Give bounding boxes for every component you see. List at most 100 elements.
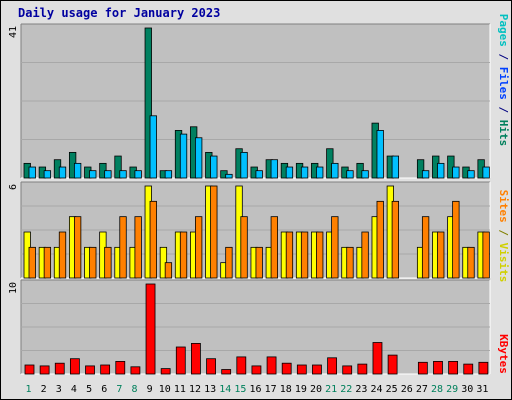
kbytes-legend: KBytes bbox=[497, 334, 510, 374]
kbytes-bar-kbytes-day-9 bbox=[145, 283, 156, 375]
visits-bar-sites-day-31 bbox=[482, 231, 490, 279]
hits-bar-files-day-14 bbox=[225, 173, 233, 179]
hits-bar-files-day-23 bbox=[361, 170, 369, 179]
hits-bar-files-day-25 bbox=[391, 155, 399, 179]
legend-hits: Hits bbox=[497, 120, 510, 147]
visits-bar-sites-day-29 bbox=[452, 200, 460, 279]
hits-bar-files-day-5 bbox=[89, 170, 97, 179]
kbytes-bar-kbytes-day-6 bbox=[100, 364, 111, 375]
x-tick-label-18: 18 bbox=[280, 384, 292, 395]
kbytes-bar-kbytes-day-28 bbox=[433, 360, 443, 375]
kbytes-bar-kbytes-day-8 bbox=[130, 366, 141, 375]
x-tick-label-31: 31 bbox=[476, 384, 488, 395]
hits-bar-files-day-20 bbox=[316, 166, 324, 179]
visits-bar-sites-day-3 bbox=[58, 231, 67, 279]
x-tick-label-13: 13 bbox=[204, 384, 216, 395]
kbytes-bar-kbytes-day-12 bbox=[191, 342, 201, 375]
visits-bar-sites-day-16 bbox=[255, 246, 263, 279]
kbytes-bar-kbytes-day-13 bbox=[206, 358, 216, 375]
x-tick-label-21: 21 bbox=[325, 384, 337, 395]
hits-bar-files-day-21 bbox=[331, 162, 339, 179]
visits-bar-sites-day-15 bbox=[240, 216, 248, 279]
visits-bar-sites-day-20 bbox=[316, 231, 324, 279]
x-tick-label-10: 10 bbox=[159, 384, 171, 395]
x-tick-label-24: 24 bbox=[371, 384, 383, 395]
legend-sep: / bbox=[497, 47, 510, 67]
visits-bar-sites-day-13 bbox=[210, 185, 218, 279]
hits-bar-files-day-29 bbox=[452, 166, 460, 179]
hits-bar-files-day-18 bbox=[285, 166, 294, 179]
legend-files: Files bbox=[497, 67, 510, 100]
x-tick-label-11: 11 bbox=[174, 384, 186, 395]
visits-bar-sites-day-17 bbox=[270, 216, 278, 279]
x-tick-label-15: 15 bbox=[234, 384, 246, 395]
legend-sites: Sites bbox=[497, 190, 510, 223]
kbytes-bar-kbytes-day-14 bbox=[221, 369, 232, 375]
visits-bar-sites-day-30 bbox=[467, 246, 475, 279]
x-tick-label-17: 17 bbox=[265, 384, 277, 395]
hits-bar-files-day-8 bbox=[134, 170, 142, 179]
visits-legend: Sites / Visits bbox=[497, 190, 510, 283]
visits-bar-sites-day-23 bbox=[361, 231, 369, 279]
hits-bar-files-day-4 bbox=[73, 162, 82, 179]
kbytes-bar-kbytes-day-15 bbox=[236, 356, 247, 375]
kbytes-bar-kbytes-day-20 bbox=[312, 364, 322, 375]
hits-bar-files-day-6 bbox=[104, 170, 112, 179]
kbytes-bar-kbytes-day-25 bbox=[387, 354, 398, 375]
x-tick-label-20: 20 bbox=[310, 384, 322, 395]
kbytes-bar-kbytes-day-22 bbox=[342, 365, 353, 375]
kbytes-bar-kbytes-day-21 bbox=[327, 357, 337, 375]
visits-bar-sites-day-14 bbox=[225, 246, 233, 279]
hits-bar-hits-day-9 bbox=[144, 27, 152, 179]
visits-bar-sites-day-28 bbox=[437, 231, 445, 279]
kbytes-bar-kbytes-day-16 bbox=[251, 365, 262, 375]
hits-bar-files-day-31 bbox=[482, 166, 490, 179]
kbytes-bar-kbytes-day-2 bbox=[39, 365, 50, 375]
x-tick-label-27: 27 bbox=[416, 384, 428, 395]
x-tick-label-26: 26 bbox=[401, 384, 413, 395]
hits-bar-files-day-17 bbox=[270, 159, 278, 179]
visits-bar-sites-day-10 bbox=[164, 262, 173, 279]
visits-bar-sites-day-27 bbox=[421, 216, 430, 279]
kbytes-bar-kbytes-day-24 bbox=[372, 342, 383, 375]
hits-legend: Pages / Files / Hits bbox=[497, 14, 510, 147]
x-tick-label-16: 16 bbox=[249, 384, 261, 395]
kbytes-bar-kbytes-day-27 bbox=[417, 361, 428, 375]
visits-bar-sites-day-4 bbox=[73, 216, 82, 279]
hits-bar-files-day-10 bbox=[164, 170, 173, 179]
visits-bar-sites-day-22 bbox=[346, 246, 354, 279]
visits-bar-sites-day-9 bbox=[149, 200, 157, 279]
legend-visits: Visits bbox=[497, 243, 510, 283]
visits-bar-sites-day-12 bbox=[195, 216, 203, 279]
chart-title: Daily usage for January 2023 bbox=[18, 6, 221, 20]
hits-bar-files-day-2 bbox=[43, 170, 52, 179]
legend-sep: / bbox=[497, 100, 510, 120]
kbytes-bar-kbytes-day-5 bbox=[85, 365, 95, 375]
visits-bar-sites-day-25 bbox=[391, 200, 399, 279]
x-tick-label-28: 28 bbox=[431, 384, 443, 395]
kbytes-bar-kbytes-day-18 bbox=[281, 362, 292, 375]
x-tick-label-5: 5 bbox=[86, 384, 92, 395]
kbytes-bar-kbytes-day-30 bbox=[463, 363, 474, 375]
x-tick-label-1: 1 bbox=[26, 384, 32, 395]
kbytes-bar-kbytes-day-7 bbox=[115, 360, 126, 375]
hits-bar-files-day-27 bbox=[421, 170, 430, 179]
x-tick-label-6: 6 bbox=[101, 384, 107, 395]
kbytes-bar-kbytes-day-23 bbox=[357, 363, 368, 375]
hits-bar-files-day-19 bbox=[300, 166, 309, 179]
hits-bar-hits-day-27 bbox=[416, 159, 425, 179]
x-tick-label-29: 29 bbox=[446, 384, 458, 395]
hits-bar-files-day-22 bbox=[346, 170, 354, 179]
x-tick-label-14: 14 bbox=[219, 384, 231, 395]
hits-bar-files-day-7 bbox=[119, 170, 127, 179]
x-tick-label-19: 19 bbox=[295, 384, 307, 395]
x-tick-label-3: 3 bbox=[56, 384, 62, 395]
kbytes-bar-kbytes-day-4 bbox=[69, 358, 80, 375]
hits-bar-files-day-30 bbox=[467, 170, 475, 179]
hits-bar-files-day-12 bbox=[195, 137, 203, 179]
hits-bar-files-day-16 bbox=[255, 170, 263, 179]
visits-bar-sites-day-7 bbox=[119, 216, 127, 279]
kbytes-bar-kbytes-day-19 bbox=[296, 364, 307, 375]
hits-bar-files-day-28 bbox=[437, 162, 445, 179]
